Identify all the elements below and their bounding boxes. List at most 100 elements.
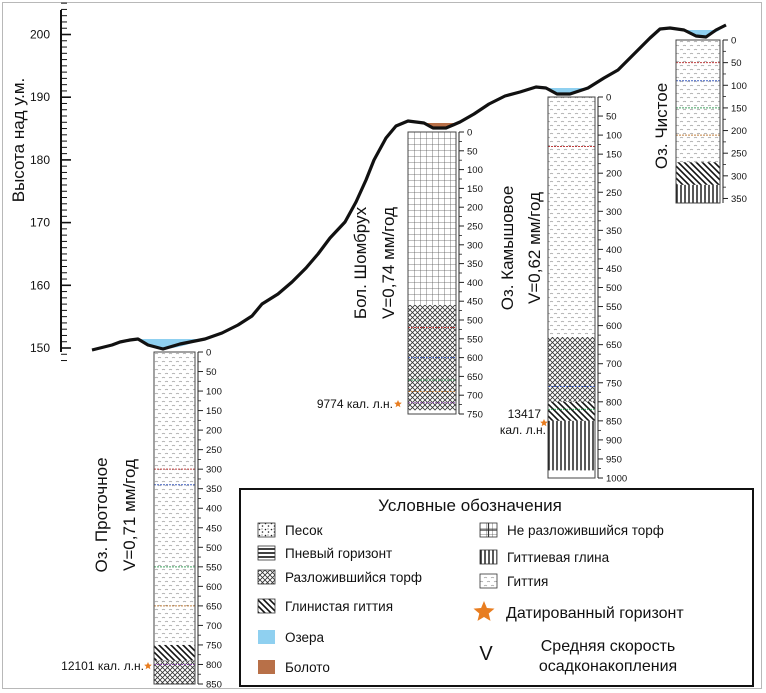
depth-tick-label: 100 [606, 131, 622, 142]
y-tick-label: 160 [30, 278, 50, 292]
column-rate: V=0,71 мм/год [120, 459, 139, 571]
dated-horizon-star-icon [540, 419, 548, 427]
depth-tick-label: 800 [606, 397, 622, 408]
column-rate: V=0,74 мм/год [379, 207, 398, 319]
legend-label: Глинистая гиттия [285, 599, 393, 614]
legend-swatch-lake [258, 630, 275, 644]
depth-tick-label: 750 [606, 378, 622, 389]
depth-tick-label: 550 [206, 562, 222, 573]
legend-swatch-hlines [257, 545, 276, 561]
y-tick-label: 180 [30, 153, 50, 167]
depth-tick-label: 450 [206, 523, 222, 534]
date-label-kamyshovoe-1: 13417 [508, 407, 542, 421]
layer-clay_gyttja [154, 644, 195, 661]
depth-tick-label: 50 [206, 367, 217, 378]
column-border [407, 131, 457, 415]
layer-gyttja [676, 40, 720, 163]
depth-tick-label: 700 [206, 621, 222, 632]
legend-item-xhatch: Разложившийся торф [257, 569, 422, 585]
depth-tick-label: 700 [467, 391, 483, 402]
depth-tick-label: 0 [467, 128, 472, 139]
column-shom: 0 50 100 150 200 250 300 350 400 450 500 550 600 650 7… [351, 128, 483, 421]
legend-swatch-xhatch [257, 569, 276, 585]
date-label-protochnoe: 12101 кал. л.н. [61, 659, 144, 673]
column-border [153, 351, 196, 685]
depth-tick-label: 0 [606, 93, 611, 104]
column-title: Оз. Проточное [92, 457, 111, 572]
legend-swatch-sand [257, 522, 276, 538]
column-title: Оз. Камышовое [498, 186, 517, 311]
legend-item-sand: Песок [257, 522, 323, 538]
depth-tick-label: 50 [606, 112, 617, 123]
depth-tick-label: 550 [606, 302, 622, 313]
layer-vlines [548, 420, 595, 471]
column-title: Оз. Чистое [652, 83, 671, 169]
depth-tick-label: 250 [731, 149, 747, 160]
legend-swatch-bog [258, 660, 275, 674]
legend-item-star: Датированный горизонт [473, 601, 684, 622]
y-tick-label: 190 [30, 90, 50, 104]
depth-tick-label: 150 [206, 406, 222, 417]
legend-item-clay_gyttja: Глинистая гиттия [257, 598, 393, 614]
depth-tick-label: 500 [467, 316, 483, 327]
layer-gyttja [154, 352, 195, 645]
layer-xhatch [548, 337, 595, 402]
layer-clay_gyttja [676, 162, 720, 185]
depth-tick-label: 600 [606, 321, 622, 332]
legend-item-grid: Не разложившийся торф [479, 522, 664, 538]
y-tick-label: 150 [30, 341, 50, 355]
depth-tick-label: 300 [206, 465, 222, 476]
depth-tick-label: 850 [606, 416, 622, 427]
legend-item-vlines: Гиттиевая глина [479, 549, 610, 565]
column-chist: 0 50 100 150 200 250 300 350 Оз. Чистое [652, 36, 747, 205]
depth-tick-label: 150 [731, 103, 747, 114]
depth-tick-label: 500 [206, 543, 222, 554]
legend-title: Условные обозначения [378, 496, 562, 515]
depth-tick-label: 650 [467, 372, 483, 383]
depth-tick-label: 900 [606, 435, 622, 446]
depth-tick-label: 200 [606, 169, 622, 180]
depth-tick-label: 450 [606, 264, 622, 275]
column-rate: V=0,62 мм/год [525, 192, 544, 304]
terrain-line [91, 23, 727, 352]
depth-tick-label: 850 [206, 680, 222, 691]
legend-label: Разложившийся торф [285, 570, 422, 585]
depth-tick-label: 150 [606, 150, 622, 161]
legend-label: Гиттиевая глина [507, 550, 610, 565]
depth-tick-label: 650 [606, 340, 622, 351]
legend-label: Гиттия [507, 574, 548, 589]
depth-tick-label: 800 [206, 660, 222, 671]
column-prot: 0 50 100 150 200 250 300 350 400 450 500 550 600 650 7… [92, 348, 222, 691]
legend-item-bog: Болото [258, 660, 330, 675]
legend-item-hlines: Пневый горизонт [257, 545, 392, 561]
legend-label: Пневый горизонт [285, 546, 392, 561]
depth-tick-label: 300 [731, 171, 747, 182]
dated-horizon-star-icon [144, 662, 152, 670]
depth-tick-label: 300 [606, 207, 622, 218]
y-tick-label: 170 [30, 216, 50, 230]
legend-swatch-vlines [479, 549, 498, 565]
legend-swatch-gyttja [479, 573, 498, 589]
depth-tick-label: 750 [467, 410, 483, 421]
depth-tick-label: 400 [467, 278, 483, 289]
layer-vlines [676, 184, 720, 203]
depth-tick-label: 300 [467, 240, 483, 251]
depth-tick-label: 200 [467, 203, 483, 214]
depth-tick-label: 600 [206, 582, 222, 593]
depth-tick-label: 250 [606, 188, 622, 199]
v-symbol: V [479, 643, 493, 665]
column-kam: 0 50 100 150 200 250 300 350 400 450 500 550 600 650 7… [498, 93, 627, 485]
column-border [675, 39, 721, 204]
y-tick-label: 200 [30, 28, 50, 42]
depth-tick-label: 600 [467, 353, 483, 364]
depth-tick-label: 1000 [606, 474, 627, 485]
layer-xhatch [154, 660, 195, 684]
depth-tick-label: 200 [731, 126, 747, 137]
depth-tick-label: 250 [467, 222, 483, 233]
legend-label-line1: Средняя скорость [541, 638, 675, 655]
y-axis: 150 160 170 180 190 200 Высота над у.м. [9, 2, 71, 362]
depth-tick-label: 500 [606, 283, 622, 294]
depth-tick-label: 0 [731, 36, 736, 47]
